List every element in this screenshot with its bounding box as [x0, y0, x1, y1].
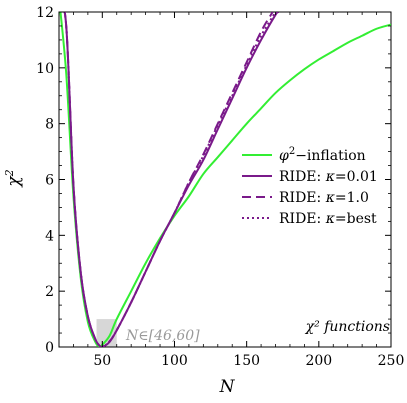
shaded-region	[96, 319, 117, 347]
x-tick-label: 200	[305, 353, 332, 369]
x-axis-title: N	[219, 377, 236, 397]
legend-label-phi2: φ2−inflation	[279, 146, 366, 164]
ticks-layer: 50 100 150 200 250 0 2 4 6 8 10 12	[36, 5, 404, 369]
y-tick-label: 2	[45, 284, 54, 300]
functions-annotation: χ² functions	[305, 319, 390, 335]
series-line-1	[63, 12, 280, 347]
legend-label-ride-10: RIDE: κ=1.0	[279, 190, 369, 206]
y-tick-label: 8	[45, 117, 54, 133]
series-line-3	[63, 12, 277, 347]
shaded-region-layer	[96, 319, 117, 347]
x-tick-label: 150	[233, 353, 260, 369]
x-tick-label: 250	[378, 353, 405, 369]
y-tick-label: 6	[45, 173, 54, 189]
series-line-0	[59, 12, 391, 347]
y-tick-label: 4	[45, 228, 54, 244]
legend: φ2−inflation RIDE: κ=0.01 RIDE: κ=1.0 RI…	[242, 146, 378, 227]
y-tick-label: 0	[45, 340, 54, 356]
legend-label-ride-001: RIDE: κ=0.01	[279, 169, 378, 185]
legend-label-ride-best: RIDE: κ=best	[279, 211, 377, 227]
x-tick-label: 50	[93, 353, 111, 369]
region-annotation: N∈[46,60]	[125, 328, 200, 344]
series-layer	[59, 12, 391, 347]
y-axis-title: χ2	[3, 169, 24, 187]
y-tick-label: 12	[36, 5, 54, 21]
x-tick-label: 100	[161, 353, 188, 369]
series-line-2	[63, 12, 274, 347]
y-tick-label: 10	[36, 61, 54, 77]
